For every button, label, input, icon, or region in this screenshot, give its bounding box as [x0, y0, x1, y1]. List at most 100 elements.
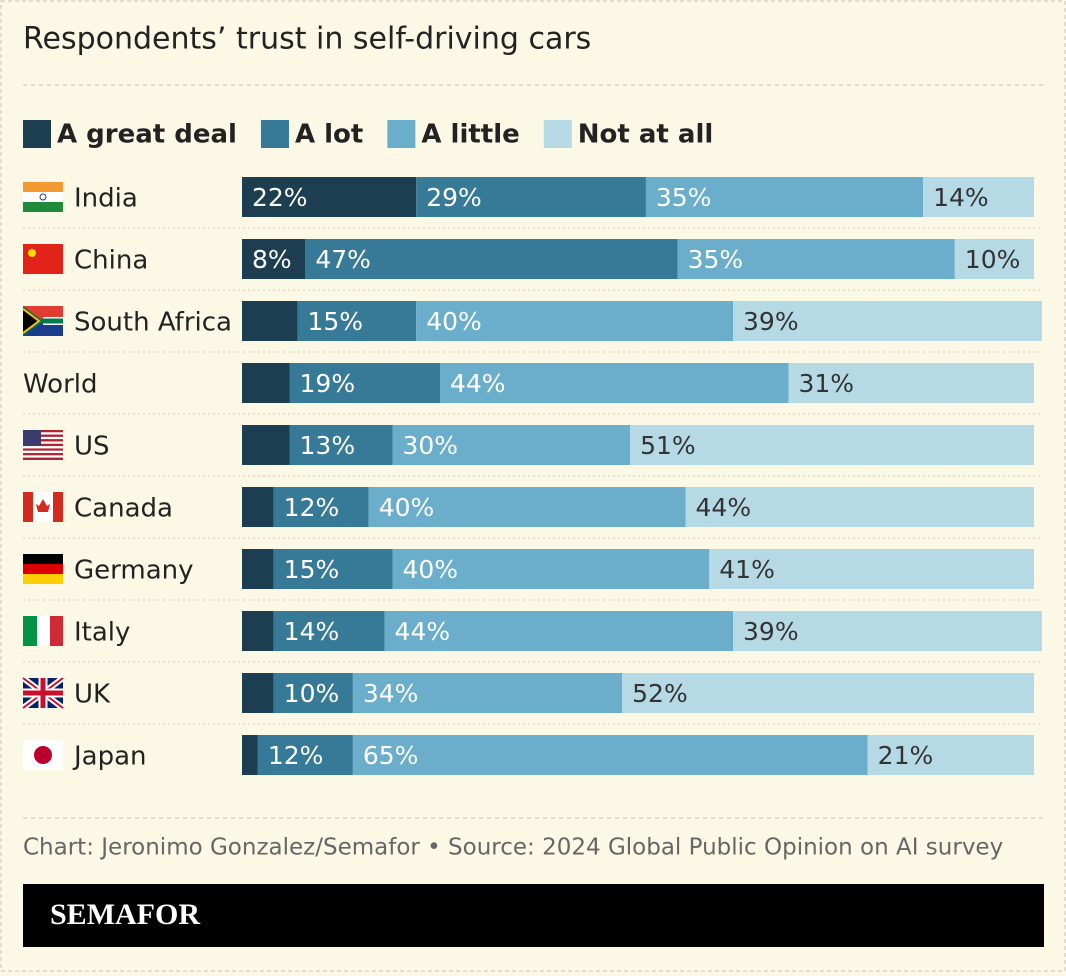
legend-swatch [260, 120, 289, 148]
flag [23, 554, 63, 564]
source-note: Chart: Jeronimo Gonzalez/Semafor • Sourc… [23, 835, 1003, 861]
value-label: 29% [426, 183, 482, 212]
value-label: 12% [268, 741, 324, 770]
category-label: China [74, 246, 148, 276]
category-label: Japan [72, 742, 147, 772]
flag [23, 182, 63, 212]
flag [23, 192, 63, 202]
value-label: 47% [315, 245, 371, 274]
bar-segment [305, 239, 678, 279]
bar-segment [242, 177, 417, 217]
value-label: 41% [719, 555, 775, 584]
flag [23, 244, 63, 274]
flag [37, 616, 50, 646]
category-label: Canada [74, 494, 173, 524]
legend-swatch [387, 120, 416, 148]
bar-segment [289, 363, 440, 403]
flag [23, 182, 63, 192]
flag [23, 432, 63, 435]
flag [23, 564, 63, 574]
value-label: 44% [395, 617, 451, 646]
value-label: 34% [363, 679, 419, 708]
bar-segment [289, 425, 393, 465]
flag [23, 492, 63, 522]
bar-segment [273, 549, 393, 589]
category-label: South Africa [74, 308, 232, 338]
bar-segment [273, 487, 369, 527]
flag [23, 434, 63, 437]
bar-segment [630, 425, 1034, 465]
category-label: Germany [74, 556, 194, 586]
legend-label: Not at all [578, 120, 714, 150]
bar-segment [384, 611, 734, 651]
value-label: 22% [252, 183, 308, 212]
value-label: 14% [933, 183, 989, 212]
bar-segment [440, 363, 789, 403]
bar-segment [352, 735, 868, 775]
flag [23, 436, 63, 440]
value-label: 35% [656, 183, 712, 212]
flag [23, 430, 41, 446]
value-label: 13% [300, 431, 356, 460]
brand-band [23, 884, 1044, 947]
value-label: 14% [284, 617, 340, 646]
bar-segment [368, 487, 686, 527]
flag [23, 740, 63, 770]
flag [23, 678, 63, 708]
value-label: 39% [743, 617, 799, 646]
flag [53, 492, 63, 522]
value-label: 15% [284, 555, 340, 584]
bar-segment [733, 301, 1042, 341]
value-label: 40% [379, 493, 435, 522]
bar-segment [352, 673, 623, 713]
bar-segment [242, 549, 274, 589]
bar-segment [622, 673, 1034, 713]
value-label: 40% [402, 555, 458, 584]
legend-label: A great deal [57, 120, 237, 150]
bar-segment [242, 735, 258, 775]
bar-segment [242, 673, 274, 713]
legend-label: A little [421, 120, 519, 150]
bar-segment [416, 177, 646, 217]
flag [23, 439, 63, 442]
flag [23, 616, 37, 646]
flag [22, 306, 63, 336]
category-label: US [74, 432, 110, 462]
value-label: 8% [252, 245, 292, 274]
flag [23, 492, 33, 522]
category-label: India [74, 184, 138, 214]
value-label: 44% [696, 493, 752, 522]
bar-segment [242, 425, 290, 465]
legend-swatch [543, 120, 572, 148]
bar-segment [242, 239, 306, 279]
bar-segment [392, 549, 710, 589]
value-label: 10% [965, 245, 1021, 274]
bar-segment [954, 239, 1034, 279]
value-label: 65% [363, 741, 419, 770]
flag [23, 430, 63, 460]
flag [28, 249, 36, 257]
bar-segment [645, 177, 924, 217]
legend-swatch [23, 120, 51, 148]
brand: SEMAFOR [50, 898, 200, 931]
value-label: 51% [640, 431, 696, 460]
flag [23, 616, 63, 646]
flag [23, 554, 63, 584]
flag [39, 193, 47, 201]
value-label: 21% [878, 741, 934, 770]
flag [22, 308, 41, 334]
value-label: 12% [284, 493, 340, 522]
bar-segment [788, 363, 1034, 403]
value-label: 39% [743, 307, 799, 336]
flag [23, 443, 63, 447]
category-label: Italy [74, 618, 130, 648]
bar-segment [392, 425, 631, 465]
value-label: 19% [300, 369, 356, 398]
bar-segment [733, 611, 1042, 651]
bar-segment [416, 301, 734, 341]
value-label: 31% [798, 369, 854, 398]
bar-segment [242, 301, 298, 341]
value-label: 40% [426, 307, 482, 336]
